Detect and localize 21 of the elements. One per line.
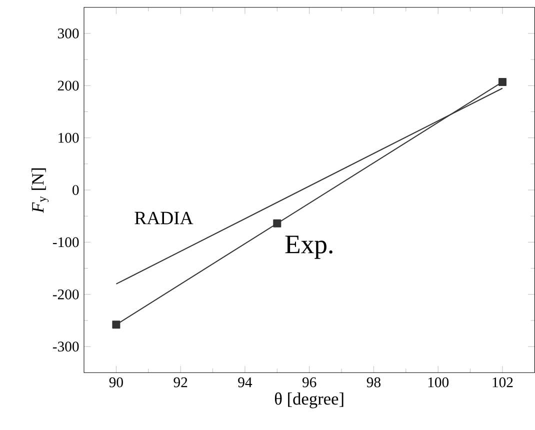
point [112,320,120,329]
x-tick-label: 98 [366,377,380,388]
x-tick-label: 100 [428,377,449,388]
x-axis-title: θ [degree] [274,392,344,408]
x-tick-label: 96 [302,377,316,388]
y-tick-label: 300 [58,28,79,38]
point [498,78,506,86]
series-label: RADIA [134,212,194,224]
y-axis-title: F$_{y}$ [N] [32,168,49,214]
y-tick-label: 100 [58,132,79,143]
y-tick-label: 0 [72,185,79,195]
x-tick-label: 102 [492,377,513,388]
series-label: Exp. [285,236,332,259]
point [273,219,282,228]
y-tick-label: -100 [52,237,79,248]
y-tick-label: -200 [52,289,79,300]
x-tick-label: 90 [109,377,123,388]
x-tick-label: 94 [238,377,252,388]
y-tick-label: 200 [58,80,79,91]
x-tick-label: 92 [174,377,188,388]
y-tick-label: -300 [52,342,79,352]
